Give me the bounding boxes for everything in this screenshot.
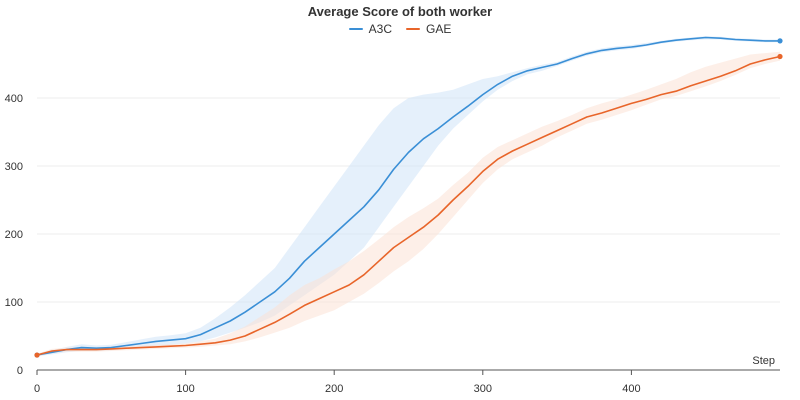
- chart-title: Average Score of both worker: [307, 4, 493, 19]
- legend-item-a3c[interactable]: A3C: [348, 22, 392, 36]
- series-lines: [34, 36, 783, 358]
- x-axis-label: Step: [752, 355, 775, 367]
- legend-swatch-a3c: [348, 28, 363, 30]
- end-point-a3c[interactable]: [777, 38, 783, 44]
- x-tick-label: 0: [34, 383, 40, 395]
- start-point-gae[interactable]: [34, 352, 40, 358]
- confidence-bands: [37, 36, 780, 357]
- legend-label-a3c: A3C: [368, 22, 392, 36]
- y-tick-label: 0: [17, 365, 23, 377]
- axes: 0 100 200 300 400 0 100 200 300 400: [5, 93, 780, 395]
- y-tick-label: 100: [5, 297, 23, 309]
- x-tick-label: 400: [622, 383, 640, 395]
- legend: A3C GAE: [0, 22, 800, 36]
- legend-swatch-gae: [406, 28, 420, 30]
- legend-item-gae[interactable]: GAE: [406, 22, 451, 36]
- y-tick-label: 300: [5, 161, 23, 173]
- line-gae[interactable]: [36, 55, 781, 356]
- line-a3c[interactable]: [36, 36, 780, 356]
- band-a3c: [37, 36, 780, 357]
- y-tick-label: 200: [5, 229, 23, 241]
- band-gae: [37, 51, 780, 357]
- y-tick-label: 400: [5, 93, 23, 105]
- x-tick-label: 300: [474, 383, 492, 395]
- x-tick-label: 100: [176, 383, 194, 395]
- x-tick-label: 200: [325, 383, 343, 395]
- end-point-gae[interactable]: [777, 53, 783, 60]
- legend-label-gae: GAE: [426, 22, 452, 36]
